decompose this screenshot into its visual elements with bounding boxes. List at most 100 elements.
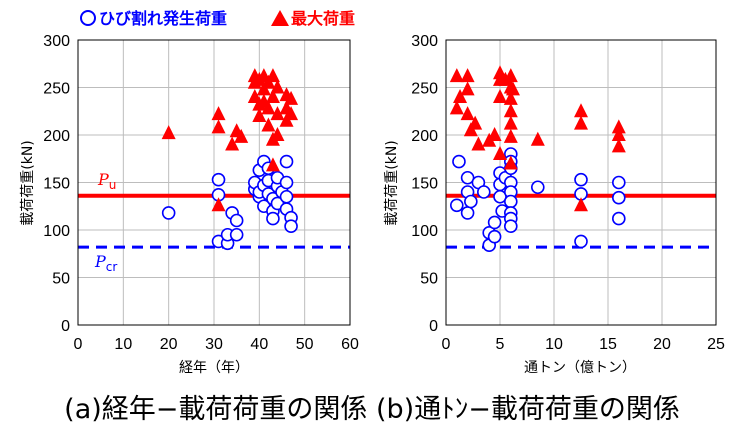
y-tick-label: 100 bbox=[411, 223, 438, 240]
legend: ひび割れ発生荷重 最大荷重 bbox=[80, 9, 355, 28]
crack-load-point bbox=[503, 219, 518, 233]
max-load-point bbox=[265, 89, 280, 103]
max-load-point bbox=[503, 103, 518, 118]
legend-crack-marker bbox=[80, 10, 96, 26]
max-load-point bbox=[493, 146, 507, 160]
crack-load-point bbox=[279, 175, 294, 190]
x-tick-label: 0 bbox=[74, 336, 83, 353]
crack-load-point bbox=[452, 154, 466, 169]
y-tick-label: 300 bbox=[411, 33, 438, 50]
max-load-point bbox=[225, 136, 240, 151]
max-load-point bbox=[265, 68, 280, 83]
max-load-point bbox=[211, 106, 226, 121]
max-load-point bbox=[503, 128, 518, 143]
max-load-point bbox=[261, 117, 276, 132]
max-load-point bbox=[611, 119, 626, 134]
max-load-point bbox=[460, 68, 475, 83]
legend-max-marker bbox=[271, 10, 289, 26]
crack-load-point bbox=[161, 206, 176, 220]
x-tick-label: 60 bbox=[341, 336, 359, 353]
max-load-point bbox=[211, 119, 226, 134]
y-tick-label: 50 bbox=[420, 271, 438, 288]
crack-load-point bbox=[279, 189, 294, 204]
crack-load-point bbox=[530, 180, 545, 195]
crack-load-point bbox=[284, 219, 298, 233]
x-tick-label: 50 bbox=[296, 336, 314, 353]
max-load-point bbox=[449, 100, 464, 115]
crack-load-point bbox=[266, 211, 280, 226]
max-load-point bbox=[270, 79, 285, 94]
y-tick-label: 300 bbox=[43, 33, 70, 50]
crack-load-point bbox=[611, 190, 626, 205]
max-load-point bbox=[503, 68, 518, 83]
panel-a-tick-labels: 0 10 20 30 40 50 60 0 50 100 150 200 250 300 bbox=[43, 33, 359, 353]
max-load-point bbox=[505, 81, 520, 96]
x-tick-label: 0 bbox=[442, 336, 451, 353]
panel-b-data-points bbox=[449, 65, 626, 252]
crack-load-point bbox=[211, 172, 226, 187]
max-load-point bbox=[460, 106, 475, 121]
max-load-point bbox=[574, 197, 588, 212]
panel-b-frame bbox=[445, 39, 717, 326]
max-load-point bbox=[449, 68, 464, 83]
y-tick-label: 0 bbox=[61, 318, 70, 335]
x-tick-label: 30 bbox=[205, 336, 223, 353]
panel-b-y-axis-title: 載荷荷重(kN) bbox=[384, 140, 400, 226]
x-tick-label: 40 bbox=[250, 336, 268, 353]
crack-load-point bbox=[487, 229, 502, 244]
x-tick-label: 10 bbox=[545, 336, 563, 353]
max-load-point bbox=[611, 127, 626, 141]
crack-load-point bbox=[611, 175, 626, 190]
crack-load-point bbox=[464, 194, 478, 209]
max-load-point bbox=[252, 108, 267, 122]
max-load-point bbox=[453, 89, 468, 103]
max-load-point bbox=[503, 90, 518, 105]
max-load-point bbox=[261, 100, 276, 115]
max-load-point bbox=[493, 89, 507, 103]
max-load-point bbox=[471, 136, 486, 151]
x-tick-label: 25 bbox=[707, 336, 725, 353]
crack-load-point bbox=[449, 198, 464, 213]
x-tick-label: 20 bbox=[160, 336, 178, 353]
y-tick-label: 250 bbox=[43, 81, 70, 98]
crack-load-point bbox=[460, 206, 475, 220]
y-tick-label: 150 bbox=[43, 176, 70, 193]
y-tick-label: 0 bbox=[429, 318, 438, 335]
crack-load-point bbox=[476, 185, 491, 199]
crack-load-point bbox=[229, 227, 244, 242]
y-tick-label: 150 bbox=[411, 176, 438, 193]
max-load-point bbox=[234, 128, 249, 143]
max-load-point bbox=[468, 115, 483, 130]
panel-a-pcr-label: Pcr bbox=[94, 252, 117, 274]
crack-load-point bbox=[487, 215, 502, 230]
crack-load-point bbox=[229, 213, 244, 228]
crack-load-point bbox=[279, 154, 294, 169]
y-tick-label: 200 bbox=[43, 128, 70, 145]
max-load-point bbox=[161, 125, 176, 140]
panel-a-data-points bbox=[161, 68, 299, 251]
crack-load-point bbox=[574, 172, 588, 187]
legend-crack-label: ひび割れ発生荷重 bbox=[99, 9, 227, 28]
crack-load-point bbox=[503, 194, 518, 209]
panel-a-x-axis-title: 経年（年） bbox=[179, 360, 249, 376]
max-load-point bbox=[270, 106, 285, 121]
panel-a-pu-label: Pu bbox=[97, 170, 116, 192]
max-load-point bbox=[487, 127, 502, 141]
x-tick-label: 5 bbox=[496, 336, 505, 353]
max-load-point bbox=[611, 138, 626, 153]
x-tick-label: 15 bbox=[599, 336, 617, 353]
y-tick-label: 50 bbox=[52, 271, 70, 288]
max-load-point bbox=[574, 103, 588, 118]
crack-load-point bbox=[611, 211, 626, 226]
max-load-point bbox=[284, 90, 299, 105]
panel-b-x-axis-title: 通トン（億トン） bbox=[524, 360, 636, 376]
max-load-point bbox=[574, 115, 588, 130]
legend-max-label: 最大荷重 bbox=[291, 9, 355, 28]
y-tick-label: 250 bbox=[411, 81, 438, 98]
max-load-point bbox=[284, 106, 299, 121]
max-load-point bbox=[530, 131, 545, 146]
panel-a-y-axis-title: 載荷荷重(kN) bbox=[20, 140, 36, 226]
